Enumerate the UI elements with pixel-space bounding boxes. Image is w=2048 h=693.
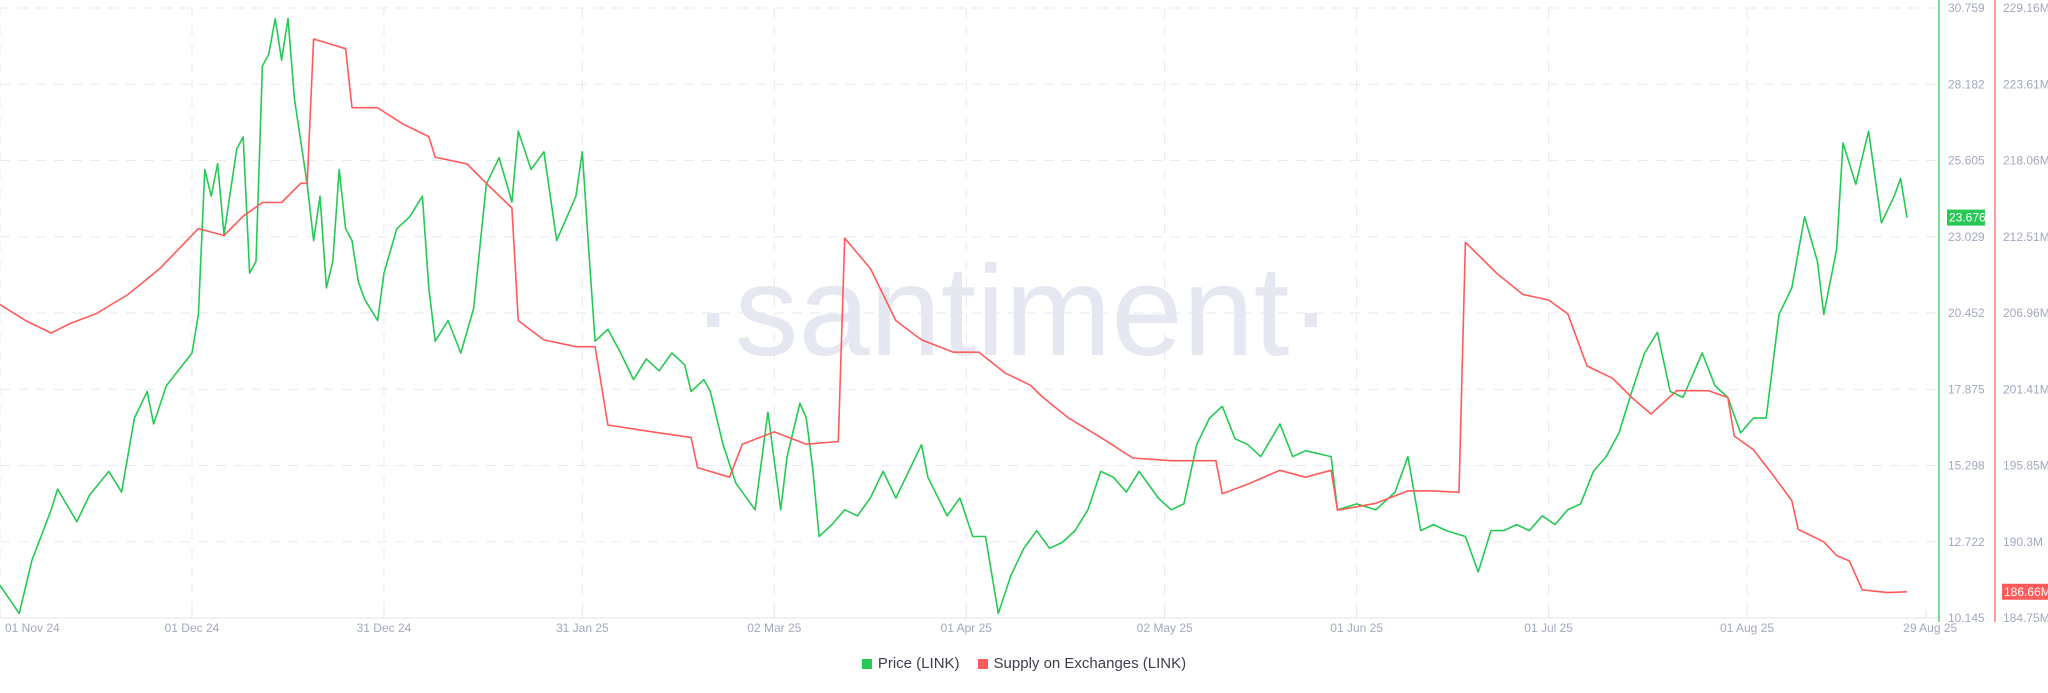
x-tick-label: 01 Dec 24: [165, 621, 220, 635]
x-tick-label: 02 Mar 25: [747, 621, 801, 635]
price-axis-tick: 12.722: [1948, 535, 1985, 549]
price-axis-tick: 23.029: [1948, 230, 1985, 244]
x-tick-label: 01 Apr 25: [941, 621, 993, 635]
price-axis-tick: 10.145: [1948, 611, 1985, 625]
price-axis-tick: 30.759: [1948, 1, 1985, 15]
supply-axis-tick: 184.75M: [2003, 611, 2048, 625]
legend-label-supply: Supply on Exchanges (LINK): [993, 655, 1187, 672]
supply-axis-tick: 212.51M: [2003, 230, 2048, 244]
x-tick-label: 02 May 25: [1137, 621, 1193, 635]
supply-last-value-label: 186.66M: [2004, 585, 2048, 599]
price-axis-tick: 20.452: [1948, 306, 1985, 320]
supply-last-value-badge: [2002, 583, 2048, 600]
supply-axis-tick: 218.06M: [2003, 154, 2048, 168]
price-axis-tick: 17.875: [1948, 382, 1985, 396]
series-layer: [0, 17, 1908, 615]
supply-axis-tick: 223.61M: [2003, 77, 2048, 91]
supply-axis-tick: 229.16M: [2003, 1, 2048, 15]
price-axis-tick: 15.298: [1948, 459, 1985, 473]
price-axis-tick: 28.182: [1948, 77, 1985, 91]
price-series-line: [0, 17, 1908, 615]
watermark: ·santiment·: [692, 240, 1332, 383]
x-tick-label: 01 Aug 25: [1720, 621, 1774, 635]
price-last-value-label: 23.676: [1949, 211, 1986, 225]
x-tick-label: 31 Dec 24: [357, 621, 412, 635]
supply-series-line: [0, 38, 1908, 594]
axes: 30.759 229.16M 28.182 223.61M 25.605 218.06M 2…: [0, 0, 2048, 635]
legend: Price (LINK) Supply on Exchanges (LINK): [0, 655, 2048, 672]
legend-swatch-price: [861, 658, 872, 669]
supply-axis-tick: 190.3M: [2003, 535, 2043, 549]
legend-item-supply[interactable]: Supply on Exchanges (LINK): [977, 655, 1187, 672]
x-tick-label: 01 Nov 24: [5, 621, 60, 635]
legend-item-price[interactable]: Price (LINK): [861, 655, 960, 672]
x-tick-label: 01 Jul 25: [1524, 621, 1573, 635]
supply-axis-tick: 195.85M: [2003, 459, 2048, 473]
legend-label-price: Price (LINK): [877, 655, 960, 672]
price-axis-tick: 25.605: [1948, 154, 1985, 168]
x-tick-label: 01 Jun 25: [1330, 621, 1383, 635]
price-last-value-badge: [1947, 209, 1985, 226]
supply-axis-tick: 206.96M: [2003, 306, 2048, 320]
legend-swatch-supply: [977, 658, 988, 669]
x-tick-label: 31 Jan 25: [556, 621, 609, 635]
supply-axis-tick: 201.41M: [2003, 382, 2048, 396]
x-tick-label: 29 Aug 25: [1903, 621, 1957, 635]
